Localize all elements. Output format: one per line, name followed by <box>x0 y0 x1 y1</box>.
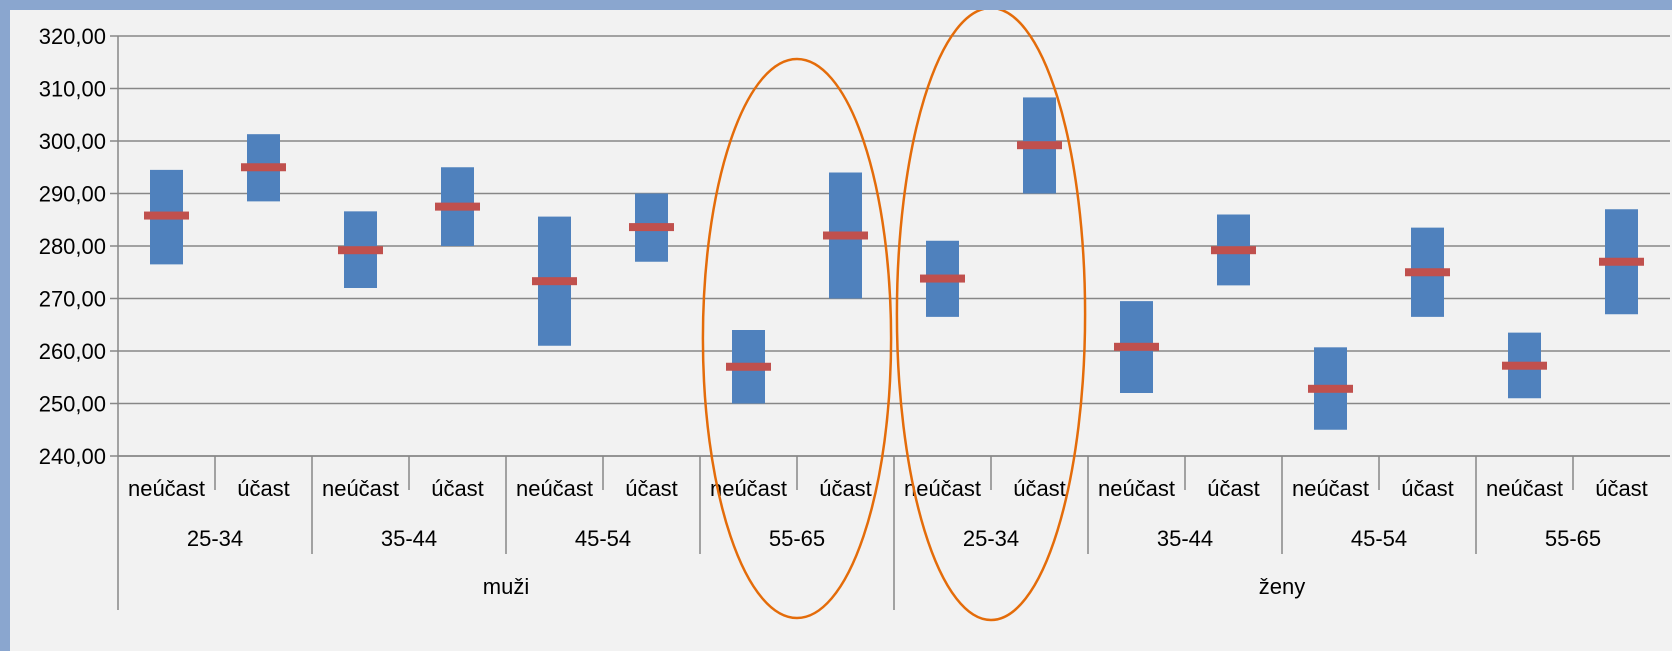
mean-marker <box>1211 246 1256 255</box>
x-age-group-label: 35-44 <box>1157 526 1213 551</box>
y-tick-label: 290,00 <box>39 182 106 207</box>
mean-marker <box>726 362 771 371</box>
x-age-group-label: 25-34 <box>187 526 243 551</box>
chart: 240,00 250,00 260,00 270,00 280,00 290,00 300,… <box>39 10 1670 622</box>
mean-marker <box>1114 342 1159 351</box>
mean-marker <box>920 274 965 283</box>
x-group-label: muži <box>483 574 529 599</box>
x-category-label: neúčast <box>1292 476 1369 501</box>
y-tick-label: 320,00 <box>39 24 106 49</box>
mean-marker <box>629 223 674 232</box>
x-age-group-label: 45-54 <box>575 526 631 551</box>
highlight-ellipse <box>895 10 1087 622</box>
mean-marker <box>338 246 383 255</box>
x-age-group-label: 55-65 <box>769 526 825 551</box>
x-age-group-label: 55-65 <box>1545 526 1601 551</box>
x-category-label: neúčast <box>710 476 787 501</box>
bars <box>144 97 1644 430</box>
mean-marker <box>1599 257 1644 266</box>
x-category-label: neúčast <box>128 476 205 501</box>
highlight-ellipses <box>701 10 1087 622</box>
mean-marker <box>1405 268 1450 277</box>
x-category-label: účast <box>431 476 484 501</box>
x-age-group-label: 25-34 <box>963 526 1019 551</box>
x-category-label: účast <box>625 476 678 501</box>
y-tick-label: 310,00 <box>39 77 106 102</box>
y-tick-label: 280,00 <box>39 234 106 259</box>
x-category-label: neúčast <box>322 476 399 501</box>
y-tick-label: 250,00 <box>39 392 106 417</box>
x-category-label: účast <box>1013 476 1066 501</box>
mean-marker <box>241 163 286 172</box>
x-age-group-label: 45-54 <box>1351 526 1407 551</box>
y-tick-label: 300,00 <box>39 129 106 154</box>
mean-marker <box>532 277 577 286</box>
chart-frame: 240,00 250,00 260,00 270,00 280,00 290,00 300,… <box>10 10 1672 651</box>
mean-marker <box>1308 384 1353 393</box>
x-category-label: neúčast <box>1098 476 1175 501</box>
x-category-label: účast <box>1595 476 1648 501</box>
x-category-label: účast <box>237 476 290 501</box>
x-category-label: účast <box>1207 476 1260 501</box>
y-tick-label: 260,00 <box>39 339 106 364</box>
mean-marker <box>144 211 189 220</box>
y-tick-label: 240,00 <box>39 444 106 469</box>
x-axis: neúčast účast 25-34 neúčast účast 35-44 neúčas… <box>117 455 1670 610</box>
x-age-group-label: 35-44 <box>381 526 437 551</box>
mean-marker <box>823 231 868 240</box>
x-category-label: účast <box>1401 476 1454 501</box>
mean-marker <box>1502 361 1547 370</box>
y-axis: 240,00 250,00 260,00 270,00 280,00 290,00 300,… <box>39 24 119 469</box>
x-category-label: účast <box>819 476 872 501</box>
highlight-ellipse <box>701 57 893 620</box>
x-category-label: neúčast <box>516 476 593 501</box>
mean-marker <box>435 202 480 211</box>
x-category-label: neúčast <box>1486 476 1563 501</box>
x-group-label: ženy <box>1259 574 1305 599</box>
mean-marker <box>1017 141 1062 150</box>
y-tick-label: 270,00 <box>39 287 106 312</box>
